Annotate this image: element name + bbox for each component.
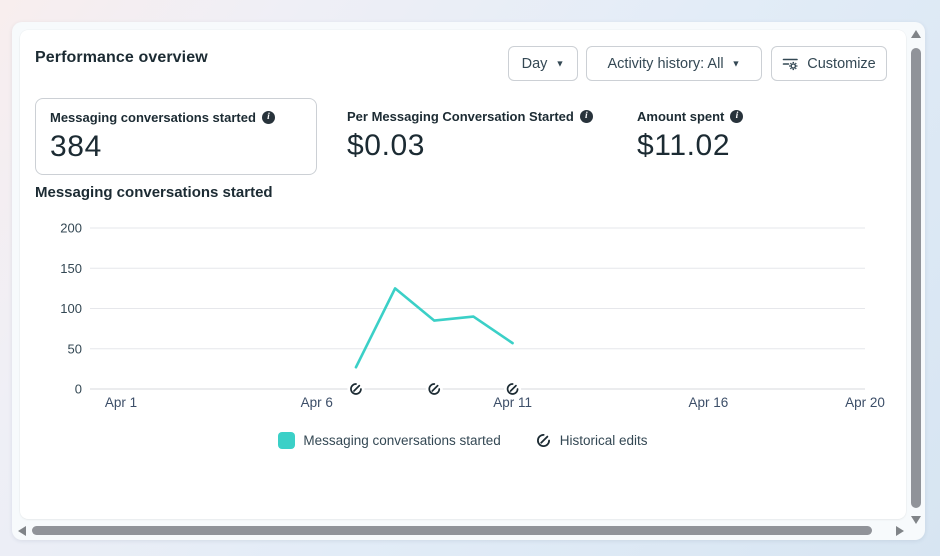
metric-label: Amount spent i — [637, 109, 879, 124]
chart-legend: Messaging conversations started Historic… — [20, 432, 906, 449]
activity-history-dropdown-label: Activity history: All — [607, 55, 724, 72]
ads-reporting-pane: Performance overview Day ▼ Activity hist… — [12, 22, 925, 540]
metric-card-messaging-conversations-started[interactable]: Messaging conversations started i 384 — [35, 98, 317, 175]
y-axis-tick-label: 150 — [60, 261, 82, 276]
legend-item-historical-edits[interactable]: Historical edits — [535, 432, 648, 449]
info-icon[interactable]: i — [730, 110, 744, 123]
metric-label: Per Messaging Conversation Started i — [347, 109, 597, 124]
messaging-conversations-line-chart: 0 50 100 150 200 Apr 1 Apr 6 Apr 11 Apr 16 Apr 20 — [60, 221, 885, 411]
y-axis-tick-label: 50 — [68, 341, 82, 356]
y-axis-tick-label: 100 — [60, 301, 82, 316]
scroll-down-arrow-icon[interactable] — [911, 516, 921, 524]
customize-settings-icon — [782, 55, 799, 72]
x-axis-tick-label: Apr 20 — [845, 395, 885, 410]
metric-card-per-messaging-conversation[interactable]: Per Messaging Conversation Started i $0.… — [333, 98, 611, 175]
horizontal-scrollbar-thumb[interactable] — [32, 526, 872, 535]
x-axis-tick-label: Apr 16 — [688, 395, 728, 410]
metric-value: $11.02 — [637, 129, 731, 162]
info-icon[interactable]: i — [261, 111, 275, 124]
historical-edits-icon — [535, 432, 552, 449]
vertical-scrollbar-thumb[interactable] — [911, 48, 921, 508]
messaging-conversations-series-line[interactable] — [354, 287, 514, 369]
day-dropdown[interactable]: Day ▼ — [508, 46, 578, 81]
legend-label: Messaging conversations started — [303, 433, 501, 448]
y-axis-tick-label: 200 — [60, 221, 82, 236]
chevron-down-icon: ▼ — [731, 58, 741, 69]
day-dropdown-label: Day — [521, 55, 548, 72]
x-axis-tick-label: Apr 6 — [301, 395, 333, 410]
y-axis-tick-label: 0 — [75, 382, 82, 397]
x-axis-tick-label: Apr 1 — [105, 395, 137, 410]
historical-edit-marker-icon[interactable] — [425, 380, 443, 398]
vertical-scrollbar[interactable] — [910, 28, 922, 528]
legend-item-messaging-conversations[interactable]: Messaging conversations started — [278, 432, 501, 449]
historical-edit-marker-icon[interactable] — [504, 380, 522, 398]
horizontal-scrollbar[interactable] — [18, 526, 913, 536]
customize-button[interactable]: Customize — [771, 46, 887, 81]
activity-history-dropdown[interactable]: Activity history: All ▼ — [586, 46, 762, 81]
metric-label: Messaging conversations started i — [50, 110, 302, 125]
metric-value: $0.03 — [347, 129, 426, 162]
info-icon[interactable]: i — [579, 110, 593, 123]
chart-title: Messaging conversations started — [35, 184, 273, 201]
metric-card-amount-spent[interactable]: Amount spent i $11.02 — [623, 98, 893, 175]
x-axis-tick-label: Apr 11 — [493, 395, 532, 410]
historical-edit-marker-icon[interactable] — [347, 380, 365, 398]
scroll-left-arrow-icon[interactable] — [18, 526, 26, 536]
page-title: Performance overview — [35, 49, 208, 66]
scroll-right-arrow-icon[interactable] — [896, 526, 904, 536]
legend-label: Historical edits — [559, 433, 648, 448]
teal-series-swatch-icon — [278, 432, 296, 449]
metric-value: 384 — [50, 130, 102, 163]
chevron-down-icon: ▼ — [555, 58, 565, 69]
scroll-up-arrow-icon[interactable] — [911, 30, 921, 38]
performance-overview-panel: Performance overview Day ▼ Activity hist… — [20, 30, 906, 519]
customize-button-label: Customize — [807, 55, 876, 72]
